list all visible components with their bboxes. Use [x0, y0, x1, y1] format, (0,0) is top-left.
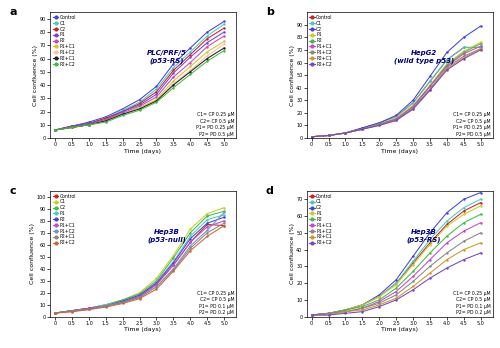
Text: PLC/PRF/5
(p53-RS): PLC/PRF/5 (p53-RS) — [147, 50, 187, 64]
Text: Hep3B
(p53-null): Hep3B (p53-null) — [148, 229, 186, 243]
Text: HepG2
(wild type p53): HepG2 (wild type p53) — [394, 50, 454, 64]
Y-axis label: Cell confluence (%): Cell confluence (%) — [30, 223, 35, 284]
Legend: Control, C1, C2, P1, P2, P1+C1, P1+C2, P2+C1, P2+C2: Control, C1, C2, P1, P2, P1+C1, P1+C2, P… — [308, 192, 334, 247]
Text: Hep3B
(p53-RS): Hep3B (p53-RS) — [406, 229, 441, 243]
Text: C1= CP 0.25 μM
C2= CP 0.5 μM
P1= PD 0.1 μM
P2= PD 0.2 μM: C1= CP 0.25 μM C2= CP 0.5 μM P1= PD 0.1 … — [453, 291, 490, 315]
Legend: Control, C1, C2, P1, P2, P1+C1, P1+C2, P2+C1, P2+C2: Control, C1, C2, P1, P2, P1+C1, P1+C2, P… — [52, 192, 78, 247]
X-axis label: Time (days): Time (days) — [381, 327, 418, 332]
X-axis label: Time (days): Time (days) — [381, 149, 418, 153]
Text: C1= CP 0.25 μM
C2= CP 0.5 μM
P1= PD 0.25 μM
P2= PD 0.5 μM: C1= CP 0.25 μM C2= CP 0.5 μM P1= PD 0.25… — [196, 112, 234, 137]
Y-axis label: Cell confluence (%): Cell confluence (%) — [290, 223, 295, 284]
X-axis label: Time (days): Time (days) — [124, 149, 162, 153]
Text: C1= CP 0.25 μM
C2= CP 0.5 μM
P1= PD 0.25 μM
P2= PD 0.5 μM: C1= CP 0.25 μM C2= CP 0.5 μM P1= PD 0.25… — [453, 112, 490, 137]
Text: c: c — [9, 186, 16, 196]
Y-axis label: Cell confluence (%): Cell confluence (%) — [290, 45, 295, 105]
Legend: Control, C1, C2, P1, P2, P1+C1, P1+C2, P2+C1, P2+C2: Control, C1, C2, P1, P2, P1+C1, P1+C2, P… — [52, 14, 78, 68]
Text: d: d — [266, 186, 274, 196]
Text: a: a — [9, 7, 16, 17]
Text: b: b — [266, 7, 274, 17]
Text: C1= CP 0.25 μM
C2= CP 0.5 μM
P1= PD 0.1 μM
P2= PD 0.2 μM: C1= CP 0.25 μM C2= CP 0.5 μM P1= PD 0.1 … — [196, 291, 234, 315]
Y-axis label: Cell confluence (%): Cell confluence (%) — [33, 45, 38, 105]
Legend: Control, C1, C2, P1, P2, P1+C1, P1+C2, P2+C1, P2+C2: Control, C1, C2, P1, P2, P1+C1, P1+C2, P… — [308, 14, 334, 68]
X-axis label: Time (days): Time (days) — [124, 327, 162, 332]
